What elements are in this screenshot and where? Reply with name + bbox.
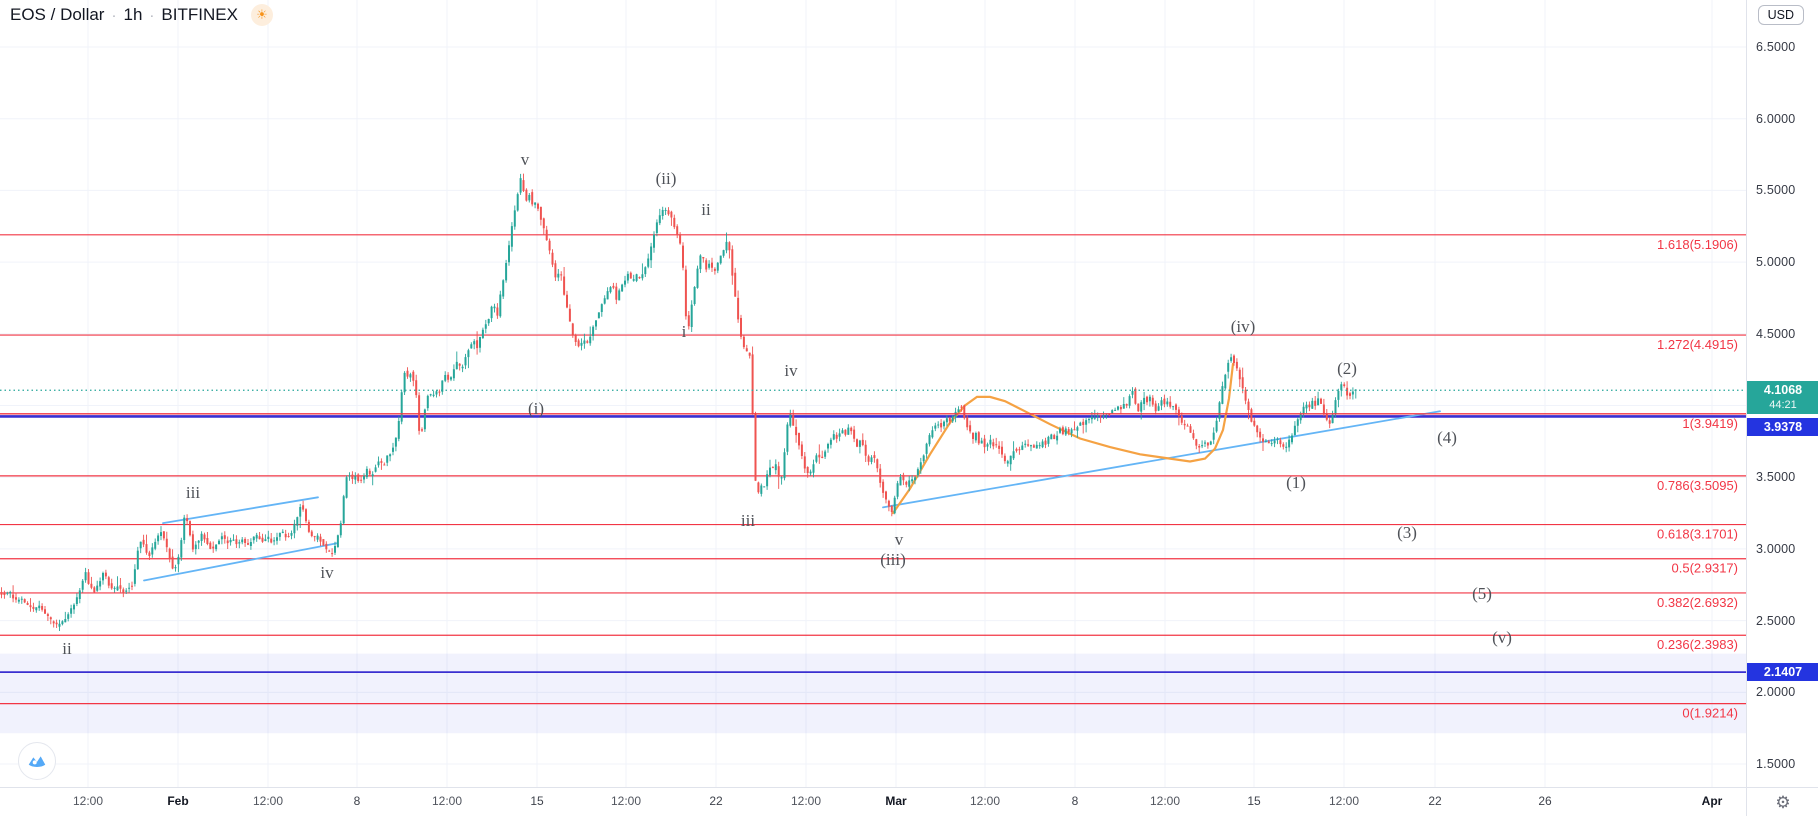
time-tick-label: 22: [709, 794, 723, 808]
last-price-badge: 4.1068 44:21: [1747, 381, 1818, 415]
price-tick-label: 3.0000: [1756, 541, 1796, 556]
price-tick-label: 2.0000: [1756, 685, 1796, 700]
line-price-badge: 3.9378: [1747, 418, 1818, 437]
symbol-name[interactable]: EOS / Dollar: [10, 5, 105, 24]
svg-text:0.786(3.5095): 0.786(3.5095): [1657, 478, 1738, 493]
svg-text:iii: iii: [186, 483, 200, 502]
svg-text:(1): (1): [1286, 473, 1306, 492]
fib-retracement: 1.618(5.1906) 1.272(4.4915) 1(3.9419) 0.786…: [0, 234, 1746, 721]
time-tick-label: Mar: [885, 794, 907, 808]
svg-text:0(1.9214): 0(1.9214): [1682, 706, 1738, 721]
price-tick-label: 4.5000: [1756, 326, 1796, 341]
exchange-label[interactable]: BITFINEX: [161, 5, 238, 24]
svg-text:(iii): (iii): [880, 550, 906, 569]
gear-icon[interactable]: ⚙: [1775, 793, 1791, 812]
price-axis[interactable]: 6.5000 6.0000 5.5000 5.0000 4.5000 3.5000 3.00…: [1746, 0, 1818, 787]
separator-dot: ·: [149, 6, 155, 24]
time-tick-label: 12:00: [431, 794, 463, 808]
trendline-drawing: [882, 410, 1441, 509]
svg-text:(v): (v): [1492, 628, 1512, 647]
svg-text:v: v: [895, 530, 904, 549]
trendline-drawing: [162, 496, 319, 525]
svg-text:(iv): (iv): [1231, 317, 1256, 336]
line-price-badge: 2.1407: [1747, 663, 1818, 682]
time-tick-label: 12:00: [790, 794, 822, 808]
time-tick-label: 12:00: [72, 794, 104, 808]
time-tick-label: 12:00: [969, 794, 1001, 808]
symbol-header: EOS / Dollar · 1h · BITFINEX ☀: [10, 4, 273, 26]
svg-text:(5): (5): [1472, 584, 1492, 603]
curve-drawing: [891, 362, 1235, 515]
svg-text:v: v: [521, 150, 530, 169]
svg-text:(i): (i): [528, 399, 544, 418]
svg-text:ii: ii: [701, 200, 711, 219]
time-tick-label: 26: [1538, 794, 1552, 808]
time-tick-label: Feb: [167, 794, 189, 808]
time-tick-label: 15: [530, 794, 544, 808]
time-tick-label: 8: [353, 794, 361, 808]
time-tick-label: 12:00: [1149, 794, 1181, 808]
axis-corner: ⚙: [1746, 787, 1818, 816]
svg-text:i: i: [682, 322, 687, 341]
currency-toggle-button[interactable]: USD: [1757, 5, 1804, 25]
time-tick-label: 8: [1071, 794, 1079, 808]
support-zone-band: [0, 653, 1746, 734]
price-tick-label: 5.0000: [1756, 255, 1796, 270]
time-tick-label: 12:00: [610, 794, 642, 808]
chart-canvas[interactable]: 1.618(5.1906) 1.272(4.4915) 1(3.9419) 0.786…: [0, 0, 1746, 787]
price-tick-label: 6.5000: [1756, 40, 1796, 55]
idea-sun-icon[interactable]: ☀: [250, 4, 273, 26]
separator-dot: ·: [111, 6, 117, 24]
elliott-wave-labels: v(ii)iiiiv(i)iiiiiiivv(iii)ii(iv)(2)(1)(…: [62, 150, 1512, 658]
svg-text:(ii): (ii): [656, 169, 677, 188]
svg-text:0.618(3.1701): 0.618(3.1701): [1657, 527, 1738, 542]
svg-text:1.272(4.4915): 1.272(4.4915): [1657, 337, 1738, 352]
platform-logo[interactable]: [18, 742, 56, 780]
gridlines: [0, 0, 1746, 787]
price-tick-label: 5.5000: [1756, 183, 1796, 198]
svg-text:ii: ii: [62, 639, 72, 658]
time-axis[interactable]: 12:00 Feb 12:00 8 12:00 15 12:00 22 12:00 Mar 12:0…: [0, 787, 1746, 816]
time-tick-label: 12:00: [252, 794, 284, 808]
time-tick-label: 12:00: [1328, 794, 1360, 808]
svg-text:(2): (2): [1337, 359, 1357, 378]
interval-label[interactable]: 1h: [123, 5, 143, 24]
svg-text:0.5(2.9317): 0.5(2.9317): [1672, 561, 1739, 576]
candlestick-chart: 1.618(5.1906) 1.272(4.4915) 1(3.9419) 0.786…: [0, 0, 1746, 787]
price-tick-label: 6.0000: [1756, 111, 1796, 126]
svg-text:iv: iv: [320, 563, 334, 582]
svg-text:1(3.9419): 1(3.9419): [1682, 416, 1738, 431]
svg-text:1.618(5.1906): 1.618(5.1906): [1657, 237, 1738, 252]
price-tick-label: 1.5000: [1756, 757, 1796, 772]
svg-text:(4): (4): [1437, 428, 1457, 447]
svg-text:iii: iii: [741, 511, 755, 530]
trendline-drawing: [143, 542, 338, 582]
svg-text:(3): (3): [1397, 523, 1417, 542]
time-tick-label: 22: [1428, 794, 1442, 808]
platform-logo-icon: [28, 756, 46, 767]
svg-text:iv: iv: [784, 361, 798, 380]
time-tick-label: 15: [1247, 794, 1261, 808]
price-tick-label: 3.5000: [1756, 470, 1796, 485]
candles-layer: [0, 173, 1357, 631]
svg-text:0.236(2.3983): 0.236(2.3983): [1657, 637, 1738, 652]
price-tick-label: 2.5000: [1756, 613, 1796, 628]
svg-text:0.382(2.6932): 0.382(2.6932): [1657, 595, 1738, 610]
time-tick-label: Apr: [1701, 794, 1723, 808]
